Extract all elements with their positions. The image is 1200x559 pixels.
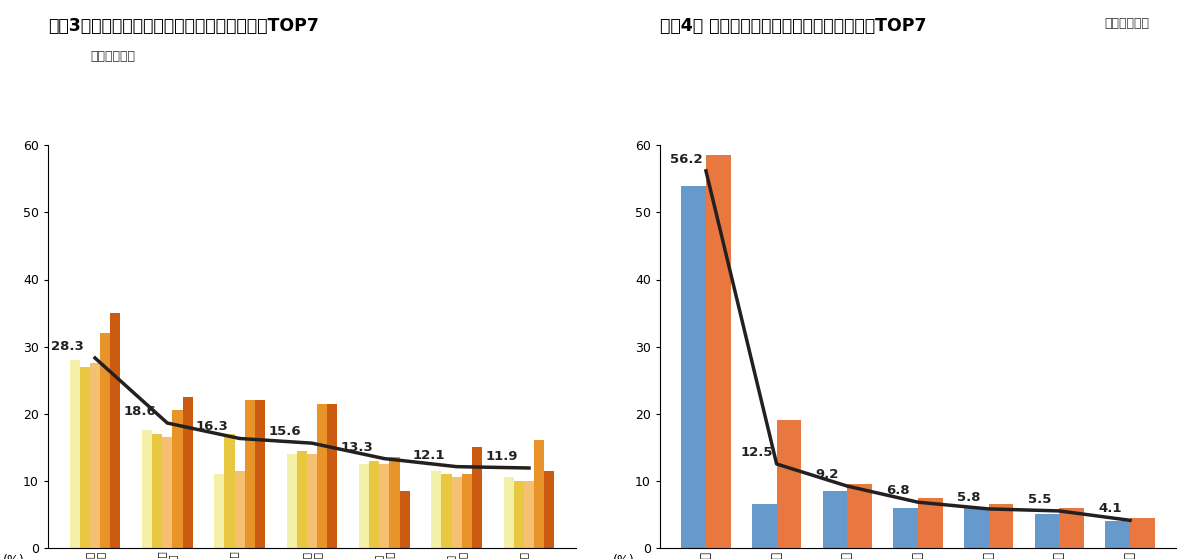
- Bar: [235, 471, 245, 548]
- Bar: [893, 508, 918, 548]
- Bar: [287, 454, 296, 548]
- Bar: [989, 504, 1014, 548]
- Bar: [379, 464, 389, 548]
- Text: 4.1: 4.1: [1098, 503, 1122, 515]
- Bar: [706, 155, 731, 548]
- Text: 12.1: 12.1: [413, 449, 445, 462]
- Bar: [80, 367, 90, 548]
- Bar: [462, 474, 472, 548]
- Bar: [504, 477, 514, 548]
- Bar: [317, 404, 328, 548]
- Text: 5.5: 5.5: [1028, 493, 1051, 506]
- Bar: [752, 504, 776, 548]
- Text: 15.6: 15.6: [269, 425, 301, 438]
- Bar: [964, 508, 989, 548]
- Bar: [296, 451, 307, 548]
- Bar: [1060, 508, 1084, 548]
- Bar: [100, 333, 110, 548]
- Bar: [451, 477, 462, 548]
- Bar: [307, 454, 317, 548]
- Bar: [162, 437, 173, 548]
- Bar: [152, 434, 162, 548]
- Text: (%): (%): [2, 554, 24, 559]
- Bar: [918, 498, 943, 548]
- Text: 13.3: 13.3: [341, 440, 373, 453]
- Text: 18.6: 18.6: [124, 405, 156, 418]
- Bar: [70, 360, 80, 548]
- Text: （複数回答）: （複数回答）: [1104, 17, 1150, 30]
- Bar: [90, 363, 100, 548]
- Text: 12.5: 12.5: [740, 446, 773, 459]
- Text: ＜図3＞　外国語が使えたらいいと思った時　TOP7: ＜図3＞ 外国語が使えたらいいと思った時 TOP7: [48, 17, 319, 35]
- Bar: [472, 447, 482, 548]
- Text: （複数回答）: （複数回答）: [90, 50, 134, 63]
- Text: 28.3: 28.3: [52, 340, 84, 353]
- Bar: [389, 457, 400, 548]
- Bar: [215, 474, 224, 548]
- Bar: [514, 481, 524, 548]
- Bar: [110, 313, 120, 548]
- Bar: [359, 464, 370, 548]
- Bar: [534, 440, 544, 548]
- Text: ＜図4＞ 覚えたい・上手くなりたい外国語　TOP7: ＜図4＞ 覚えたい・上手くなりたい外国語 TOP7: [660, 17, 926, 35]
- Bar: [822, 491, 847, 548]
- Bar: [182, 397, 193, 548]
- Bar: [1130, 518, 1154, 548]
- Bar: [173, 410, 182, 548]
- Text: (%): (%): [613, 554, 635, 559]
- Bar: [224, 434, 235, 548]
- Bar: [370, 461, 379, 548]
- Text: 56.2: 56.2: [670, 153, 702, 166]
- Bar: [431, 471, 442, 548]
- Text: 6.8: 6.8: [887, 484, 910, 497]
- Bar: [1034, 514, 1060, 548]
- Bar: [245, 400, 254, 548]
- Bar: [524, 481, 534, 548]
- Text: 5.8: 5.8: [958, 491, 980, 504]
- Bar: [1105, 521, 1130, 548]
- Text: 11.9: 11.9: [485, 450, 517, 463]
- Bar: [142, 430, 152, 548]
- Bar: [847, 484, 872, 548]
- Bar: [442, 474, 451, 548]
- Bar: [400, 491, 409, 548]
- Bar: [682, 186, 706, 548]
- Text: 9.2: 9.2: [816, 468, 839, 481]
- Bar: [776, 420, 802, 548]
- Text: 16.3: 16.3: [196, 420, 228, 433]
- Bar: [544, 471, 554, 548]
- Bar: [328, 404, 337, 548]
- Bar: [254, 400, 265, 548]
